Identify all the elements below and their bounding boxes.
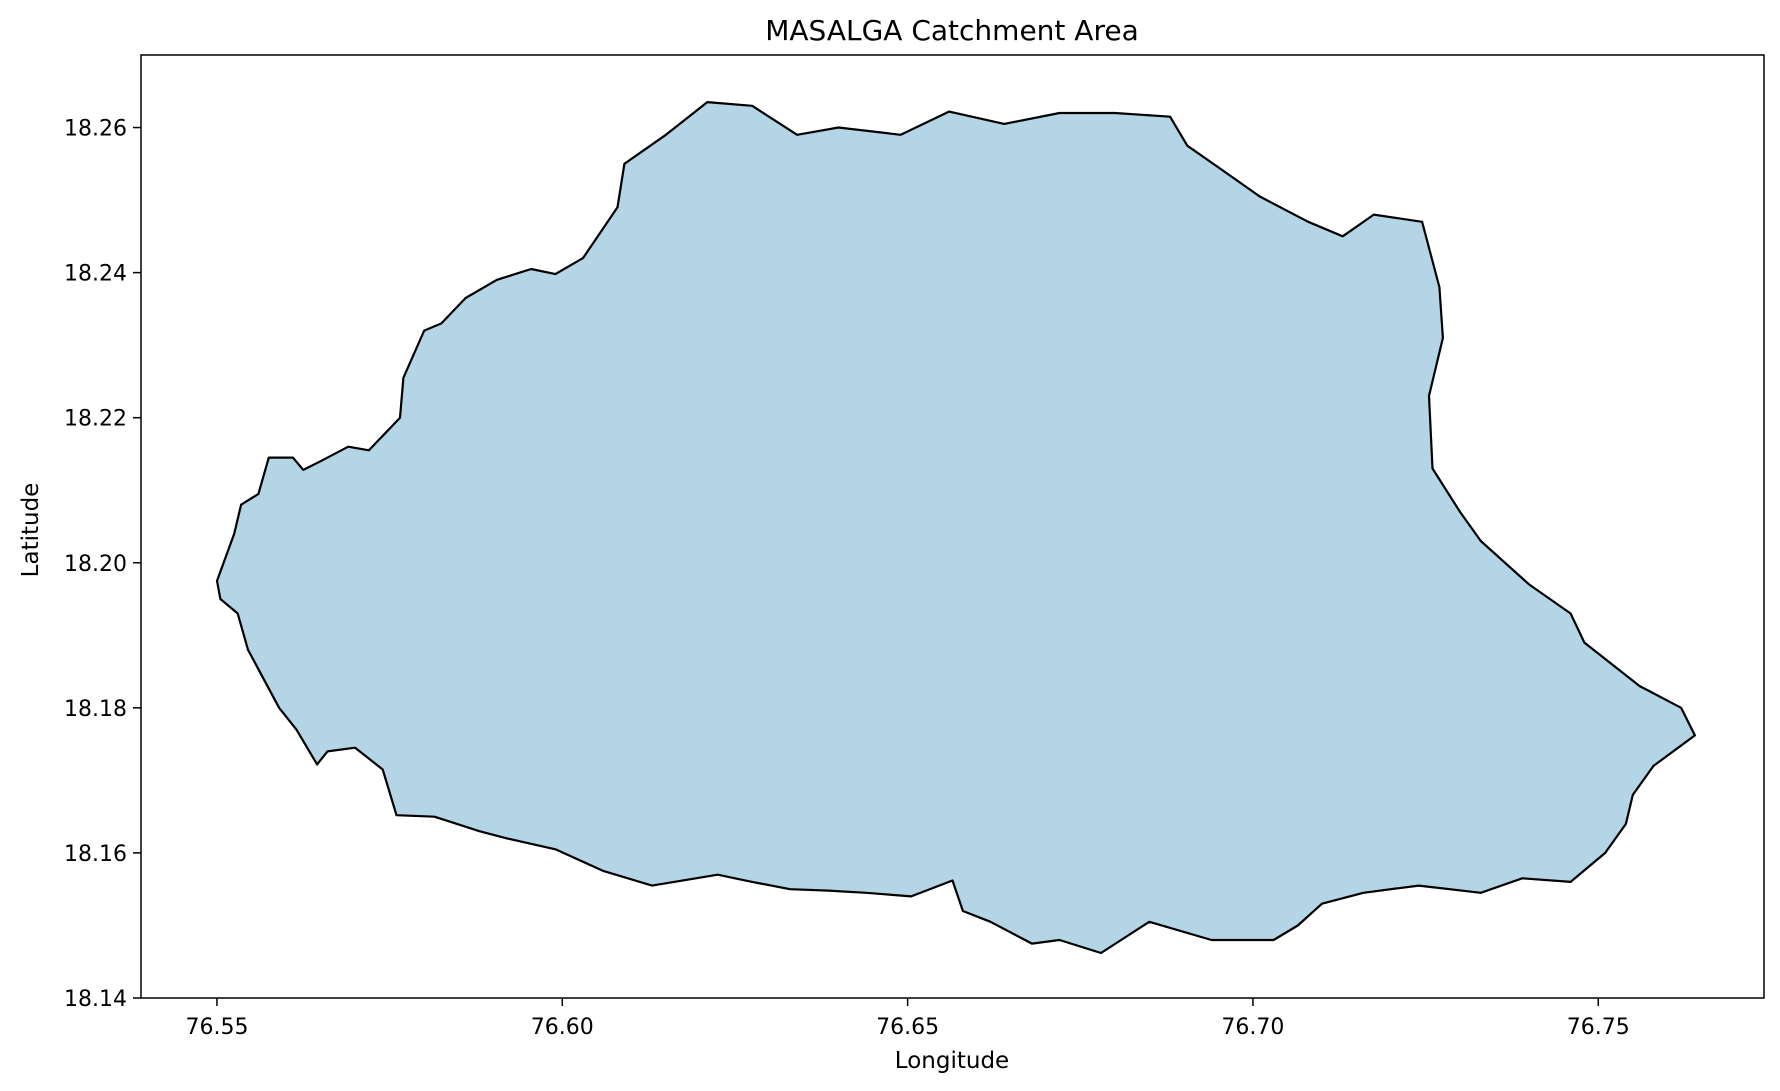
- y-tick-label: 18.18: [64, 697, 127, 722]
- x-tick-label: 76.60: [531, 1015, 594, 1040]
- plot-frame: [140, 54, 1765, 999]
- x-tick-label: 76.55: [185, 1015, 248, 1040]
- x-axis-ticks: 76.55 76.60 76.65 76.70 76.75: [185, 998, 1630, 1040]
- y-tick-label: 18.14: [64, 987, 127, 1012]
- y-tick-label: 18.26: [64, 117, 127, 142]
- catchment-boundary: [215, 100, 1697, 955]
- plot-area: [215, 100, 1697, 955]
- y-tick-label: 18.22: [64, 407, 127, 432]
- chart-title: MASALGA Catchment Area: [765, 14, 1139, 47]
- y-tick-label: 18.24: [64, 262, 127, 287]
- x-tick-label: 76.75: [1567, 1015, 1630, 1040]
- x-tick-label: 76.70: [1221, 1015, 1284, 1040]
- y-tick-label: 18.16: [64, 842, 127, 867]
- x-axis-label: Longitude: [895, 1048, 1009, 1074]
- y-axis-ticks: 18.14 18.16 18.18 18.20 18.22 18.24 18.26: [64, 117, 141, 1012]
- y-tick-label: 18.20: [64, 552, 127, 577]
- x-tick-label: 76.65: [876, 1015, 939, 1040]
- y-axis-label: Latitude: [18, 483, 44, 578]
